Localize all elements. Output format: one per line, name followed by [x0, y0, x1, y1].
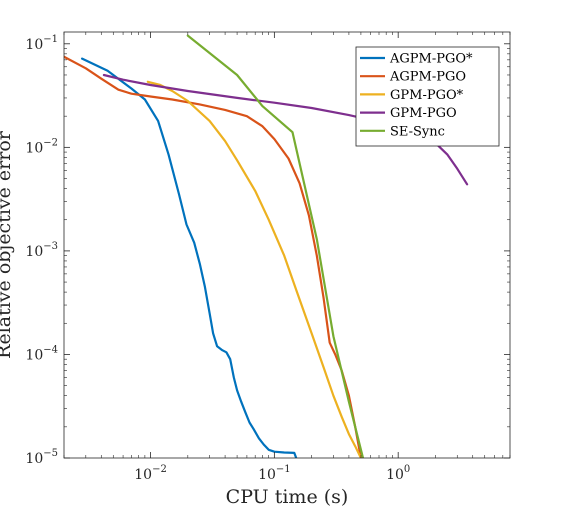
series-line-4	[186, 34, 365, 458]
series-layer	[64, 34, 469, 458]
y-tick-label: 10−3	[25, 241, 58, 260]
x-tick-label: 10−2	[134, 464, 167, 483]
x-tick-label-base: 10	[134, 467, 152, 483]
x-tick-label-exponent: 0	[404, 464, 410, 475]
y-tick-label-base: 10	[25, 347, 43, 363]
y-axis-label: Relative objective error	[0, 130, 15, 359]
x-tick-label-base: 10	[258, 467, 276, 483]
legend-box	[355, 46, 500, 147]
series-line-2	[146, 80, 362, 458]
x-tick-label: 10−1	[258, 464, 291, 483]
legend-label-0: AGPM-PGO*	[389, 52, 473, 67]
x-tick-label-base: 10	[386, 467, 404, 483]
legend: AGPM-PGO* AGPM-PGO GPM-PGO* GPM-PGO SE-Sync	[355, 46, 500, 147]
x-tick-label: 100	[386, 464, 410, 483]
y-tick-label-base: 10	[25, 37, 43, 53]
y-tick-label-base: 10	[25, 244, 43, 260]
x-axis-label: CPU time (s)	[226, 486, 349, 508]
y-tick-label-exponent: −2	[43, 137, 58, 148]
x-tick-label-exponent: −1	[276, 464, 291, 475]
legend-label-4: SE-Sync	[390, 124, 445, 139]
x-tick-label-exponent: −2	[152, 464, 167, 475]
plot-frame	[63, 31, 511, 459]
y-tick-label: 10−1	[25, 34, 58, 53]
series-line-0	[81, 57, 298, 458]
series-line-3	[102, 73, 469, 186]
y-tick-label-base: 10	[25, 451, 43, 467]
series-line-1	[64, 55, 362, 458]
y-tick-label-base: 10	[25, 140, 43, 156]
y-tick-label: 10−4	[25, 344, 58, 363]
y-tick-label-exponent: −1	[43, 34, 58, 45]
legend-label-2: GPM-PGO*	[390, 88, 464, 103]
y-tick-label: 10−2	[25, 137, 58, 156]
y-tick-label-exponent: −3	[43, 241, 58, 252]
legend-label-3: GPM-PGO	[390, 106, 457, 121]
legend-label-1: AGPM-PGO	[389, 70, 466, 85]
y-tick-label-exponent: −5	[43, 448, 58, 459]
y-tick-label: 10−5	[25, 448, 58, 467]
y-tick-label-exponent: −4	[43, 344, 58, 355]
